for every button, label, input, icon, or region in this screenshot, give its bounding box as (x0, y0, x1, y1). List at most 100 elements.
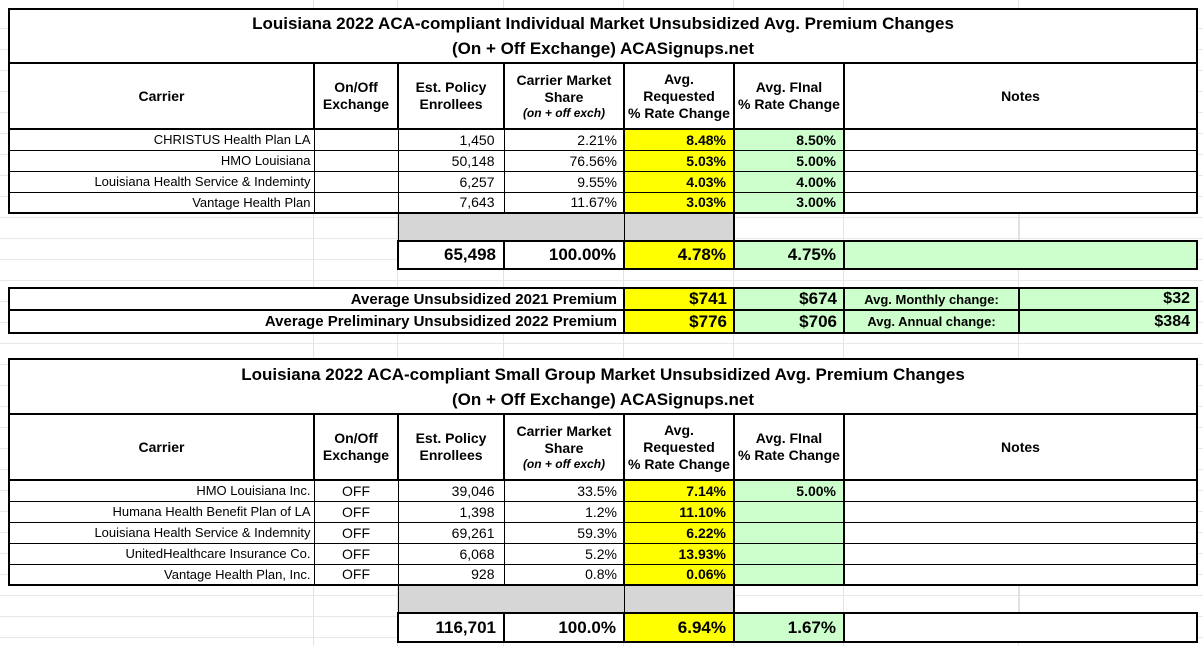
enrollees-cell: 928 (398, 563, 505, 586)
change-value-cell: $384 (1018, 309, 1198, 334)
summary-label-cell: Average Unsubsidized 2021 Premium (8, 287, 625, 311)
market-share-header-main: Carrier Market Share (516, 423, 612, 456)
column-header-enrollees: Est. Policy Enrollees (397, 62, 505, 130)
spacer-carrier-cell (9, 585, 314, 613)
table-row: UnitedHealthcare Insurance Co. OFF 6,068… (8, 542, 1199, 564)
total-empty-carrier-cell (9, 613, 314, 642)
final-rate-cell: 4.00% (734, 170, 845, 192)
table-row: HMO Louisiana 50,148 76.56% 5.03% 5.00% (8, 149, 1199, 171)
final-premium-cell: $706 (733, 309, 845, 334)
total-row: 116,701 100.0% 6.94% 1.67% (9, 612, 1199, 643)
total-final-rate-cell: 4.75% (733, 240, 845, 270)
spacer-notes-cell (844, 585, 1198, 613)
total-notes-cell (842, 240, 1199, 270)
individual-market-table: Louisiana 2022 ACA-compliant Individual … (7, 8, 1199, 270)
spacer-gray-cell (397, 212, 625, 242)
table-row: Louisiana Health Service & Indemnity OFF… (8, 521, 1199, 543)
spacer-exchange-cell (314, 213, 398, 241)
carrier-cell: CHRISTUS Health Plan LA (8, 128, 315, 150)
requested-rate-cell: 0.06% (624, 563, 735, 586)
total-market-share-cell: 100.00% (503, 240, 625, 270)
final-premium-cell: $674 (733, 287, 845, 311)
total-notes-cell (842, 612, 1199, 643)
total-final-rate-cell: 1.67% (733, 612, 845, 643)
column-header-requested: Avg. Requested % Rate Change (623, 62, 735, 130)
carrier-cell: Vantage Health Plan (8, 191, 315, 214)
market-share-cell: 76.56% (504, 149, 625, 171)
spacer-final-cell (734, 585, 844, 613)
final-rate-cell: 3.00% (734, 191, 845, 214)
small-group-market-table: Louisiana 2022 ACA-compliant Small Group… (7, 358, 1199, 643)
column-header-exchange: On/Off Exchange (313, 62, 399, 130)
table-row: Vantage Health Plan, Inc. OFF 928 0.8% 0… (8, 563, 1199, 586)
total-market-share-cell: 100.0% (503, 612, 625, 643)
final-rate-cell (734, 500, 845, 522)
market-share-cell: 0.8% (504, 563, 625, 586)
column-header-final: Avg. FInal % Rate Change (733, 413, 845, 481)
table-title: Louisiana 2022 ACA-compliant Small Group… (7, 358, 1199, 415)
exchange-cell (314, 149, 399, 171)
notes-cell (844, 563, 1199, 586)
table-row: HMO Louisiana Inc. OFF 39,046 33.5% 7.14… (8, 479, 1199, 501)
spacer-row (9, 212, 1198, 242)
exchange-cell: OFF (314, 500, 399, 522)
total-empty-carrier-cell (9, 241, 314, 269)
market-share-header-main: Carrier Market Share (516, 72, 612, 105)
notes-cell (844, 149, 1199, 171)
notes-cell (844, 500, 1199, 522)
final-rate-cell: 5.00% (734, 149, 845, 171)
exchange-cell: OFF (314, 479, 399, 501)
summary-label-cell: Average Preliminary Unsubsidized 2022 Pr… (8, 309, 625, 334)
requested-premium-cell: $776 (623, 309, 735, 334)
premium-summary-table: Average Unsubsidized 2021 Premium $741 $… (8, 287, 1198, 334)
table-row: CHRISTUS Health Plan LA 1,450 2.21% 8.48… (8, 128, 1199, 150)
enrollees-cell: 1,398 (398, 500, 505, 522)
table-title: Louisiana 2022 ACA-compliant Individual … (7, 8, 1199, 64)
enrollees-cell: 6,068 (398, 542, 505, 564)
header-row: Carrier On/Off Exchange Est. Policy Enro… (8, 413, 1199, 481)
total-enrollees-cell: 116,701 (397, 612, 505, 643)
summary-row: Average Unsubsidized 2021 Premium $741 $… (8, 287, 1198, 311)
notes-cell (844, 128, 1199, 150)
notes-cell (844, 479, 1199, 501)
table-row: Humana Health Benefit Plan of LA OFF 1,3… (8, 500, 1199, 522)
header-row: Carrier On/Off Exchange Est. Policy Enro… (8, 62, 1199, 130)
total-empty-exchange-cell (314, 241, 398, 269)
spacer-gray-requested-cell (624, 584, 735, 614)
exchange-cell (314, 128, 399, 150)
total-requested-rate-cell: 6.94% (623, 612, 735, 643)
notes-cell (844, 191, 1199, 214)
market-share-cell: 9.55% (504, 170, 625, 192)
market-share-header-sub: (on + off exch) (522, 106, 606, 120)
carrier-cell: UnitedHealthcare Insurance Co. (8, 542, 315, 564)
requested-rate-cell: 5.03% (624, 149, 735, 171)
requested-rate-cell: 13.93% (624, 542, 735, 564)
column-header-market-share: Carrier Market Share (on + off exch) (503, 62, 625, 130)
exchange-cell: OFF (314, 542, 399, 564)
market-share-cell: 1.2% (504, 500, 625, 522)
change-label-cell: Avg. Annual change: (843, 309, 1020, 334)
spacer-carrier-cell (9, 213, 314, 241)
spacer-gray-requested-cell (624, 212, 735, 242)
final-rate-cell: 8.50% (734, 128, 845, 150)
spacer-final-cell (734, 213, 844, 241)
spacer-notes-cell (844, 213, 1198, 241)
enrollees-cell: 39,046 (398, 479, 505, 501)
enrollees-cell: 50,148 (398, 149, 505, 171)
column-header-notes: Notes (842, 62, 1199, 130)
table-title-row: Louisiana 2022 ACA-compliant Small Group… (7, 358, 1199, 415)
column-header-final: Avg. FInal % Rate Change (733, 62, 845, 130)
carrier-cell: Humana Health Benefit Plan of LA (8, 500, 315, 522)
total-row: 65,498 100.00% 4.78% 4.75% (9, 240, 1199, 270)
carrier-cell: HMO Louisiana Inc. (8, 479, 315, 501)
total-requested-rate-cell: 4.78% (623, 240, 735, 270)
column-header-enrollees: Est. Policy Enrollees (397, 413, 505, 481)
carrier-cell: Louisiana Health Service & Indemnity (8, 521, 315, 543)
market-share-cell: 59.3% (504, 521, 625, 543)
notes-cell (844, 170, 1199, 192)
notes-cell (844, 521, 1199, 543)
enrollees-cell: 7,643 (398, 191, 505, 214)
total-enrollees-cell: 65,498 (397, 240, 505, 270)
market-share-cell: 2.21% (504, 128, 625, 150)
